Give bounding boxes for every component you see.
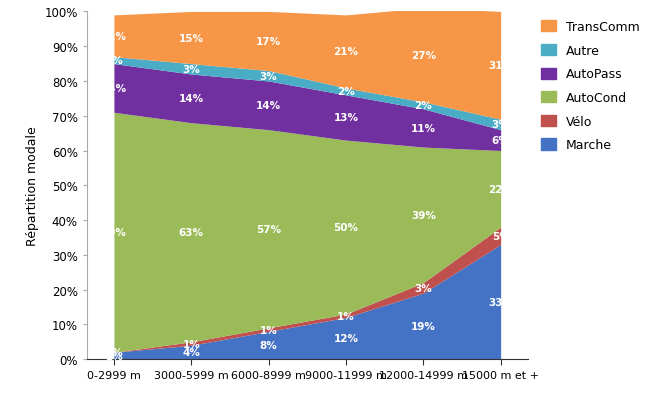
Text: 50%: 50% [333,223,359,233]
Text: 21%: 21% [333,47,359,57]
Text: 27%: 27% [411,51,436,61]
Text: 2%: 2% [337,87,355,97]
Text: 11%: 11% [411,123,436,133]
Y-axis label: Répartition modale: Répartition modale [26,126,39,246]
Text: 14%: 14% [102,84,126,94]
Text: 14%: 14% [179,94,204,104]
Text: 5%: 5% [492,231,510,241]
Text: 22%: 22% [488,184,513,194]
Text: 19%: 19% [411,321,436,331]
Text: 63%: 63% [179,228,204,237]
Text: 1%: 1% [182,339,200,349]
Text: 14%: 14% [256,101,281,111]
Text: 3%: 3% [182,65,200,75]
Text: 15%: 15% [179,33,204,43]
Text: 3%: 3% [414,283,432,293]
Text: 33%: 33% [488,297,513,307]
Text: 69%: 69% [102,228,126,237]
Text: 12%: 12% [102,32,126,42]
Text: 17%: 17% [256,37,281,47]
Text: 2%: 2% [105,351,123,361]
Text: 31%: 31% [488,61,513,71]
Text: 1%: 1% [260,325,277,335]
Text: 2%: 2% [105,56,123,66]
Text: 39%: 39% [411,210,436,220]
Text: 4%: 4% [182,347,200,357]
Text: 8%: 8% [260,340,277,350]
Text: 12%: 12% [333,334,359,344]
Text: 13%: 13% [333,113,359,123]
Text: 3%: 3% [260,71,277,81]
Text: 57%: 57% [256,224,281,234]
Text: 0%: 0% [105,347,123,357]
Text: 3%: 3% [492,120,510,130]
Text: 1%: 1% [337,311,355,321]
Text: 6%: 6% [492,136,510,146]
Text: 2%: 2% [414,101,432,111]
Legend: TransComm, Autre, AutoPass, AutoCond, Vélo, Marche: TransComm, Autre, AutoPass, AutoCond, Vé… [538,19,642,154]
